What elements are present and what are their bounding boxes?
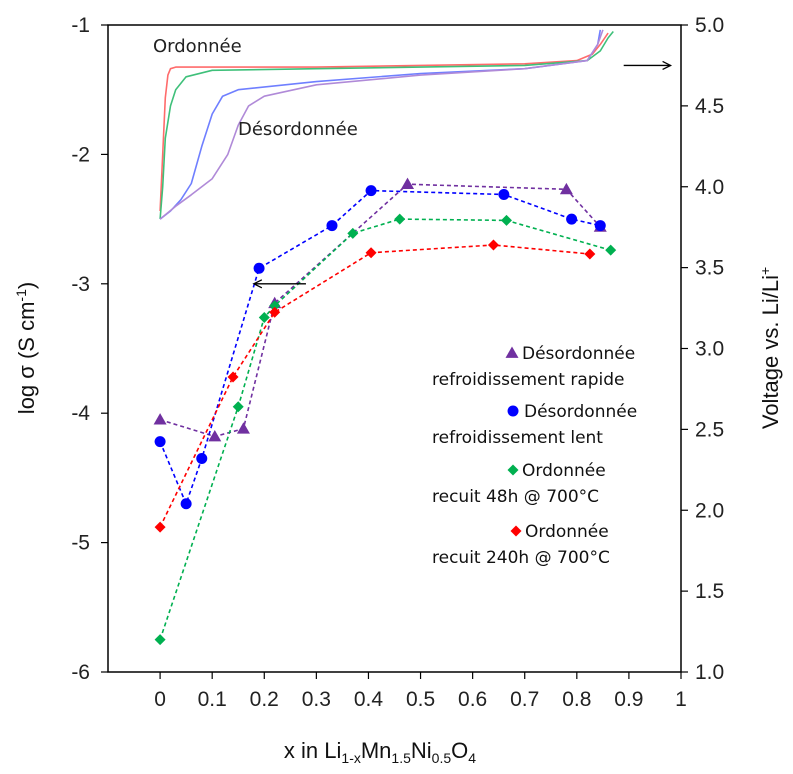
y-tick-label: -2 (71, 143, 90, 166)
data-point (258, 311, 270, 323)
y2-tick-label: 4.5 (695, 95, 724, 118)
data-point (227, 371, 239, 383)
voltage-curve (159, 30, 614, 220)
data-point (500, 214, 512, 226)
data-point (269, 306, 281, 318)
legend-marker (507, 464, 519, 476)
data-point (365, 247, 377, 259)
y2-tick-label: 3.0 (695, 338, 724, 361)
data-point (498, 189, 510, 201)
legend-label-line2: refroidissement rapide (432, 370, 625, 390)
y2-tick-label: 4.0 (695, 176, 724, 199)
data-point (326, 220, 338, 232)
legend-label-line1: Désordonnée (524, 402, 637, 422)
y2-tick-label: 2.0 (695, 499, 724, 522)
x-tick-label: 0.6 (458, 688, 487, 711)
y2-tick-label: 1.0 (695, 661, 724, 684)
data-point (208, 429, 222, 442)
x-tick-label: 1 (675, 688, 687, 711)
series-line (159, 218, 611, 640)
arrow-head (252, 279, 263, 289)
data-point (154, 521, 166, 533)
x-tick-label: 0.7 (510, 688, 539, 711)
data-point (566, 213, 578, 225)
legend-label-line2: refroidissement lent (432, 428, 603, 448)
x-tick-label: 0.8 (562, 688, 591, 711)
series-line (159, 183, 601, 438)
x-tick-label: 0.4 (354, 688, 384, 711)
data-point (401, 177, 415, 190)
legend-label-line2: recuit 240h @ 700°C (432, 548, 610, 568)
legend-marker (510, 525, 522, 537)
y-axis-title: log σ (S cm-1) (13, 282, 39, 414)
y2-tick-label: 1.5 (695, 580, 724, 603)
conductivity-series (153, 177, 617, 646)
data-point (487, 239, 499, 251)
data-point (253, 262, 265, 274)
y-tick-label: -1 (71, 14, 90, 37)
voltage-curve (159, 32, 609, 212)
x-axis-title: x in Li1-xMn1.5Ni0.5O4 (284, 738, 476, 766)
y2-axis-title: Voltage vs. Li/Li+ (757, 267, 783, 429)
annotation-ordered: Ordonnée (153, 36, 242, 57)
x-tick-label: 0 (154, 688, 166, 711)
data-point (196, 452, 208, 464)
legend-label-line2: recuit 48h @ 700°C (432, 487, 599, 507)
axis-arrows (252, 60, 673, 289)
legend-marker (507, 405, 519, 417)
data-point (347, 227, 359, 239)
x-tick-label: 0.3 (302, 688, 331, 711)
x-tick-label: 0.9 (614, 688, 643, 711)
legend-label-line1: Ordonnée (522, 461, 606, 481)
y-tick-label: -3 (71, 273, 90, 296)
data-point (584, 248, 596, 260)
y-tick-label: -6 (71, 661, 90, 684)
legend-marker (505, 346, 519, 358)
data-point (154, 436, 166, 448)
data-point (559, 182, 573, 195)
y2-tick-label: 2.5 (695, 418, 724, 441)
annotation-disordered: Désordonnée (238, 119, 358, 140)
data-point (269, 300, 281, 312)
y2-tick-label: 3.5 (695, 257, 724, 280)
series-line (159, 189, 601, 507)
data-point (180, 498, 192, 510)
legend: Désordonnée refroidissement rapide Désordo… (432, 344, 637, 568)
data-point (236, 422, 250, 434)
y-tick-label: -4 (71, 402, 90, 425)
data-point (394, 213, 406, 225)
data-point (154, 634, 166, 646)
data-point (232, 401, 244, 413)
data-point (153, 413, 167, 425)
x-tick-label: 0.5 (406, 688, 435, 711)
voltage-curve (159, 29, 604, 220)
data-point (365, 185, 377, 197)
legend-label-line1: Désordonnée (522, 344, 635, 364)
arrow-head (662, 60, 673, 71)
y-tick-label: -5 (71, 532, 90, 555)
x-tick-label: 0.2 (250, 688, 279, 711)
legend-label-line1: Ordonnée (525, 522, 609, 542)
y2-tick-label: 5.0 (695, 14, 724, 37)
x-tick-label: 0.1 (198, 688, 227, 711)
axis-ticks: 0 0.1 0.2 0.3 0.4 0.5 0.6 0.7 0.8 0.9 1 -1 -2 -3 -4 -5 -… (71, 14, 724, 711)
voltage-curves (159, 29, 614, 220)
data-point (605, 244, 617, 256)
data-point (594, 220, 606, 232)
voltage-curve (159, 29, 602, 220)
